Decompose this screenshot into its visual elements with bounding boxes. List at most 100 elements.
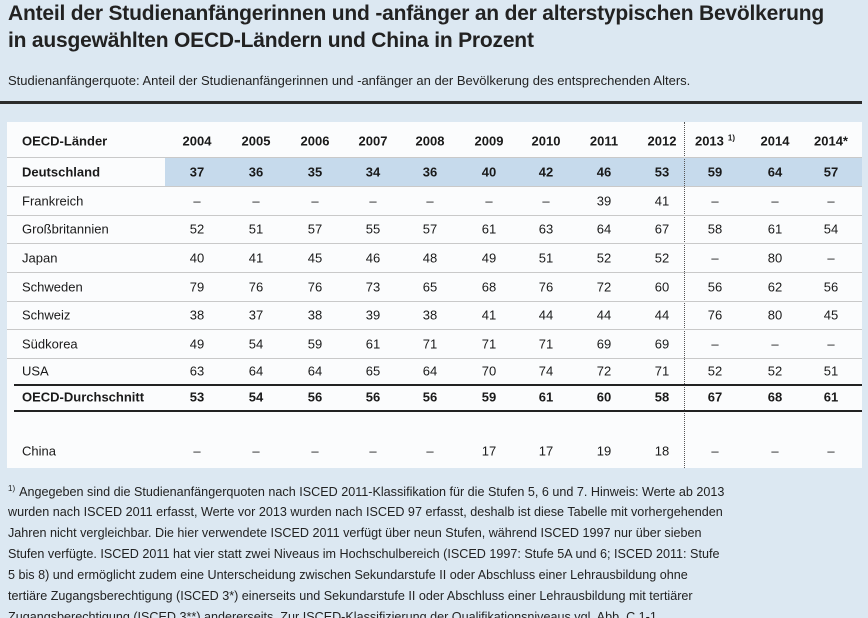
cell: 67 (707, 389, 723, 405)
footnote-line: tertiäre Zugangsberechtigung (ISCED 3*) … (8, 589, 693, 603)
row-label: Südkorea (22, 336, 78, 352)
column-header: OECD-Länder (22, 133, 108, 149)
cell: 41 (481, 307, 497, 323)
cell: 64 (767, 164, 783, 180)
cell: 41 (248, 250, 264, 266)
column-separator (684, 122, 685, 468)
cell: 80 (767, 250, 783, 266)
row-label: Großbritannien (22, 221, 109, 237)
cell: 65 (365, 363, 381, 379)
column-header-text: 2005 (241, 133, 271, 149)
divider (0, 101, 862, 104)
column-header: 2010 (532, 134, 561, 149)
cell: – (193, 443, 201, 459)
cell: – (369, 193, 377, 209)
cell: 49 (189, 336, 205, 352)
cell: – (485, 193, 493, 209)
footnote-marker: 1) (8, 484, 16, 493)
cell: 51 (823, 363, 839, 379)
cell: 34 (365, 164, 381, 180)
cell: – (252, 443, 260, 459)
cell: 80 (767, 307, 783, 323)
row-label: OECD-Durchschnitt (22, 389, 145, 405)
cell: 49 (481, 250, 497, 266)
cell: 68 (767, 389, 783, 405)
cell: – (827, 336, 835, 352)
cell: 39 (596, 193, 612, 209)
footnote-text: wurden nach ISCED 2011 erfasst, Werte vo… (8, 505, 723, 519)
cell: 59 (481, 389, 497, 405)
cell: 67 (654, 221, 670, 237)
cell: 69 (596, 336, 612, 352)
cell: 57 (823, 164, 839, 180)
row-line (7, 215, 862, 216)
column-header-text: 2006 (300, 133, 330, 149)
cell: 63 (538, 221, 554, 237)
column-header-text: 2010 (531, 133, 561, 149)
cell: 68 (481, 279, 497, 295)
cell: 79 (189, 279, 205, 295)
column-header: 2013 1) (695, 133, 735, 148)
column-header-text: 2007 (358, 133, 388, 149)
row-line (7, 272, 862, 273)
column-header: 2007 (359, 134, 388, 149)
cell: 56 (823, 279, 839, 295)
cell: 58 (707, 221, 723, 237)
cell: 45 (307, 250, 323, 266)
cell: 17 (538, 443, 554, 459)
cell: 54 (248, 389, 264, 405)
cell: – (771, 336, 779, 352)
cell: 44 (538, 307, 554, 323)
cell: 48 (422, 250, 438, 266)
column-header-text: 2004 (182, 133, 212, 149)
rule-line (14, 410, 862, 412)
cell: 61 (823, 389, 839, 405)
cell: 64 (422, 363, 438, 379)
cell: – (711, 336, 719, 352)
column-header-text: 2009 (474, 133, 504, 149)
cell: 60 (654, 279, 670, 295)
column-header: 2005 (242, 134, 271, 149)
cell: – (711, 443, 719, 459)
cell: 40 (189, 250, 205, 266)
cell: 71 (654, 363, 670, 379)
cell: 64 (307, 363, 323, 379)
cell: 36 (248, 164, 264, 180)
cell: 70 (481, 363, 497, 379)
cell: 57 (307, 221, 323, 237)
footnote-marker: 1) (727, 133, 736, 143)
cell: 38 (307, 307, 323, 323)
cell: 53 (654, 164, 670, 180)
cell: 57 (422, 221, 438, 237)
column-header-text: 2008 (415, 133, 445, 149)
cell: 71 (538, 336, 554, 352)
column-header: 2014* (814, 134, 848, 149)
cell: 61 (365, 336, 381, 352)
column-header-text: 2014 (760, 133, 790, 149)
footnote-line: Stufen verfügte. ISCED 2011 hat vier sta… (8, 547, 719, 561)
footnote-line: 5 bis 8) und ermöglicht zudem eine Unter… (8, 568, 688, 582)
footnote-line: wurden nach ISCED 2011 erfasst, Werte vo… (8, 505, 723, 519)
cell: 52 (707, 363, 723, 379)
cell: – (827, 250, 835, 266)
cell: 37 (248, 307, 264, 323)
cell: 38 (189, 307, 205, 323)
cell: 76 (307, 279, 323, 295)
cell: 35 (307, 164, 323, 180)
cell: 59 (707, 164, 723, 180)
cell: 76 (248, 279, 264, 295)
cell: 72 (596, 363, 612, 379)
row-line (7, 301, 862, 302)
cell: – (311, 443, 319, 459)
column-header: 2012 (648, 134, 677, 149)
cell: 54 (248, 336, 264, 352)
cell: 61 (481, 221, 497, 237)
cell: – (771, 193, 779, 209)
cell: 51 (248, 221, 264, 237)
row-line (7, 186, 862, 187)
cell: 52 (189, 221, 205, 237)
cell: 69 (654, 336, 670, 352)
cell: 56 (707, 279, 723, 295)
row-line (7, 358, 862, 359)
row-label: Schweden (22, 279, 83, 295)
